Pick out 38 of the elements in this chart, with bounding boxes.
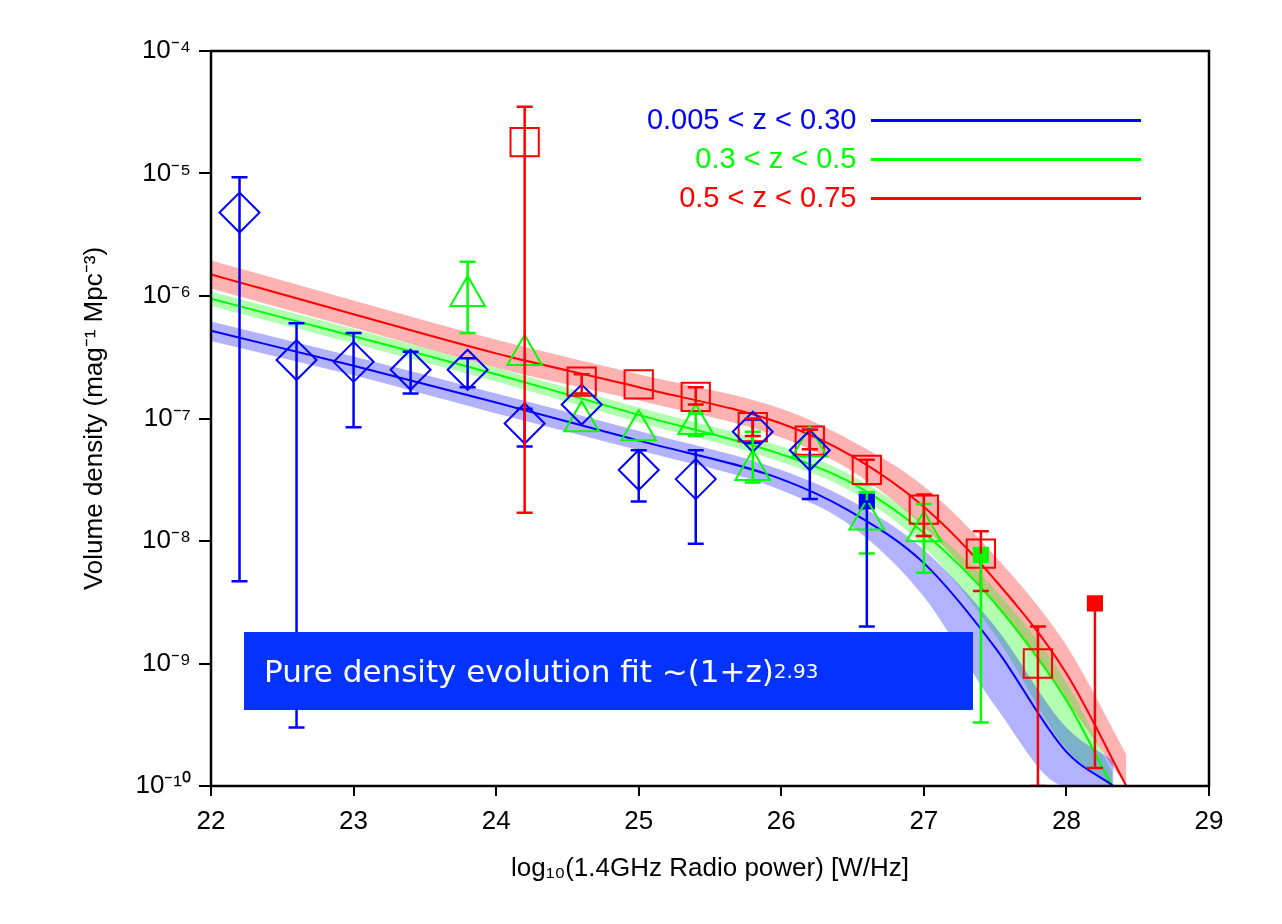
y-axis-title: Volume density (mag⁻¹ Mpc⁻³) bbox=[77, 246, 108, 591]
y-tick-label: 10⁻⁶ bbox=[142, 279, 191, 310]
text: 0.5 < z < 0.75 bbox=[679, 180, 857, 213]
point bbox=[908, 494, 939, 525]
x-tick-label: 28 bbox=[1051, 804, 1081, 835]
point bbox=[680, 381, 711, 413]
point bbox=[509, 127, 540, 158]
point bbox=[623, 369, 654, 400]
x-tick-label: 27 bbox=[909, 804, 939, 835]
text: 0.3 < z < 0.5 bbox=[695, 141, 857, 174]
point bbox=[1022, 648, 1054, 679]
x-tick-label: 29 bbox=[1194, 804, 1224, 835]
x-tick-label: 25 bbox=[624, 804, 654, 835]
x-tick-label: 24 bbox=[481, 804, 511, 835]
y-tick-label: 10⁻⁷ bbox=[143, 401, 191, 432]
point bbox=[560, 383, 603, 426]
y-tick-label: 10⁻⁸ bbox=[142, 524, 191, 555]
point bbox=[731, 410, 774, 453]
x-axis-title: log₁₀(1.4GHz Radio power) [W/Hz] bbox=[510, 851, 910, 882]
point bbox=[503, 402, 546, 445]
point bbox=[566, 366, 597, 397]
point bbox=[674, 458, 717, 501]
point bbox=[275, 339, 318, 382]
point bbox=[851, 454, 882, 486]
point bbox=[218, 191, 261, 234]
y-tick-label: 10⁻⁹ bbox=[141, 646, 191, 677]
y-tick-label: 10⁻⁴ bbox=[141, 34, 191, 65]
point bbox=[389, 348, 432, 391]
text: 0.005 < z < 0.30 bbox=[646, 102, 857, 135]
point bbox=[965, 538, 997, 569]
x-tick-label: 26 bbox=[766, 804, 796, 835]
point bbox=[446, 348, 489, 391]
point bbox=[788, 429, 831, 472]
x-tick-label: 22 bbox=[196, 804, 226, 835]
x-tick-label: 23 bbox=[339, 804, 369, 835]
y-tick-label: 10⁻⁵ bbox=[142, 156, 191, 187]
point bbox=[332, 340, 375, 383]
y-tick-label: 10⁻¹⁰ bbox=[135, 769, 191, 800]
